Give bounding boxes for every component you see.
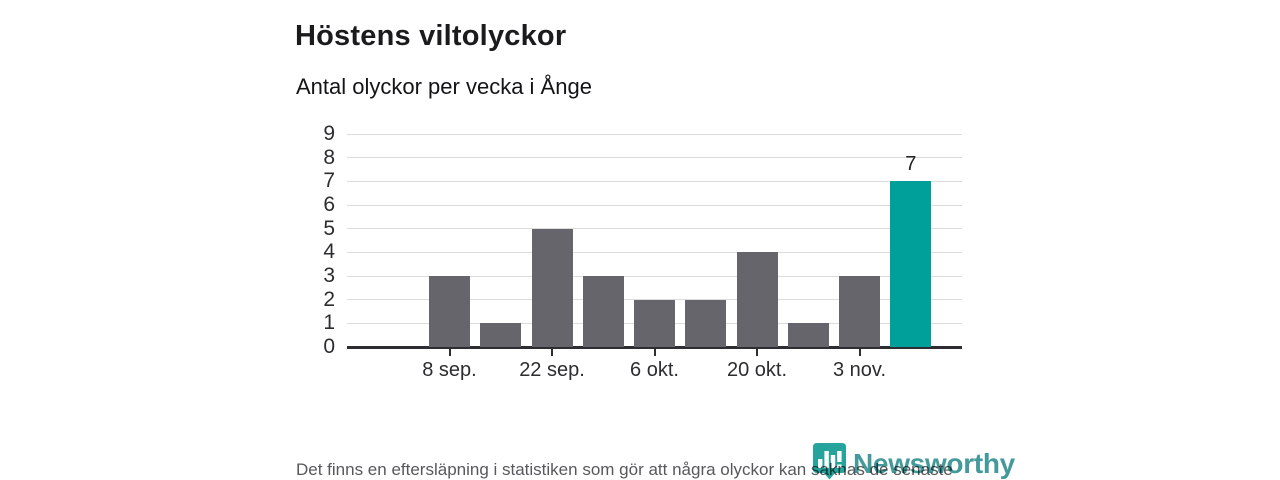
gridline	[347, 180, 962, 182]
gridline	[347, 275, 962, 277]
footer-note: Det finns en eftersläpning i statistiken…	[296, 460, 953, 479]
bar	[480, 323, 522, 347]
x-tick-mark	[653, 349, 656, 356]
gridline	[347, 204, 962, 206]
bar	[839, 276, 880, 347]
newsworthy-logo: Newsworthy	[811, 442, 1015, 480]
x-tick-mark	[756, 349, 758, 356]
gridline	[347, 251, 962, 253]
bar	[582, 276, 624, 347]
bar	[787, 323, 829, 347]
x-axis-label: 22 sep.	[519, 359, 585, 381]
x-tick-mark	[858, 349, 861, 356]
bar	[685, 299, 727, 347]
x-axis-label: 6 okt.	[630, 359, 679, 381]
newsworthy-wordmark: Newsworthy	[853, 448, 1015, 479]
x-tick-mark	[448, 349, 451, 356]
newsworthy-barchart-pin-icon	[811, 442, 848, 480]
y-axis-label: 8	[323, 145, 335, 169]
x-axis-line	[347, 346, 962, 349]
x-tick-mark	[551, 349, 553, 356]
y-axis-label: 5	[323, 216, 335, 240]
y-axis-label: 1	[323, 311, 335, 335]
bar	[736, 252, 778, 347]
bar	[634, 299, 675, 347]
y-axis-label: 0	[323, 335, 335, 358]
gridline	[347, 157, 962, 159]
x-axis-label: 8 sep.	[422, 359, 477, 381]
y-axis-label: 7	[323, 169, 335, 193]
y-axis-label: 9	[323, 122, 335, 145]
gridline	[347, 133, 962, 135]
chart-subtitle: Antal olyckor per vecka i Ånge	[296, 74, 592, 99]
chart-title: Höstens viltolyckor	[295, 20, 567, 53]
x-axis-label: 20 okt.	[726, 359, 788, 381]
bar-value-label: 7	[905, 153, 917, 176]
x-axis-label: 3 nov.	[833, 359, 886, 381]
bar	[890, 181, 932, 347]
bar	[531, 228, 573, 347]
y-axis-label: 4	[323, 240, 335, 264]
y-axis-label: 3	[323, 264, 335, 287]
y-axis-label: 2	[323, 287, 335, 311]
bar	[429, 276, 470, 347]
y-axis-label: 6	[323, 193, 335, 216]
gridline	[347, 228, 962, 230]
